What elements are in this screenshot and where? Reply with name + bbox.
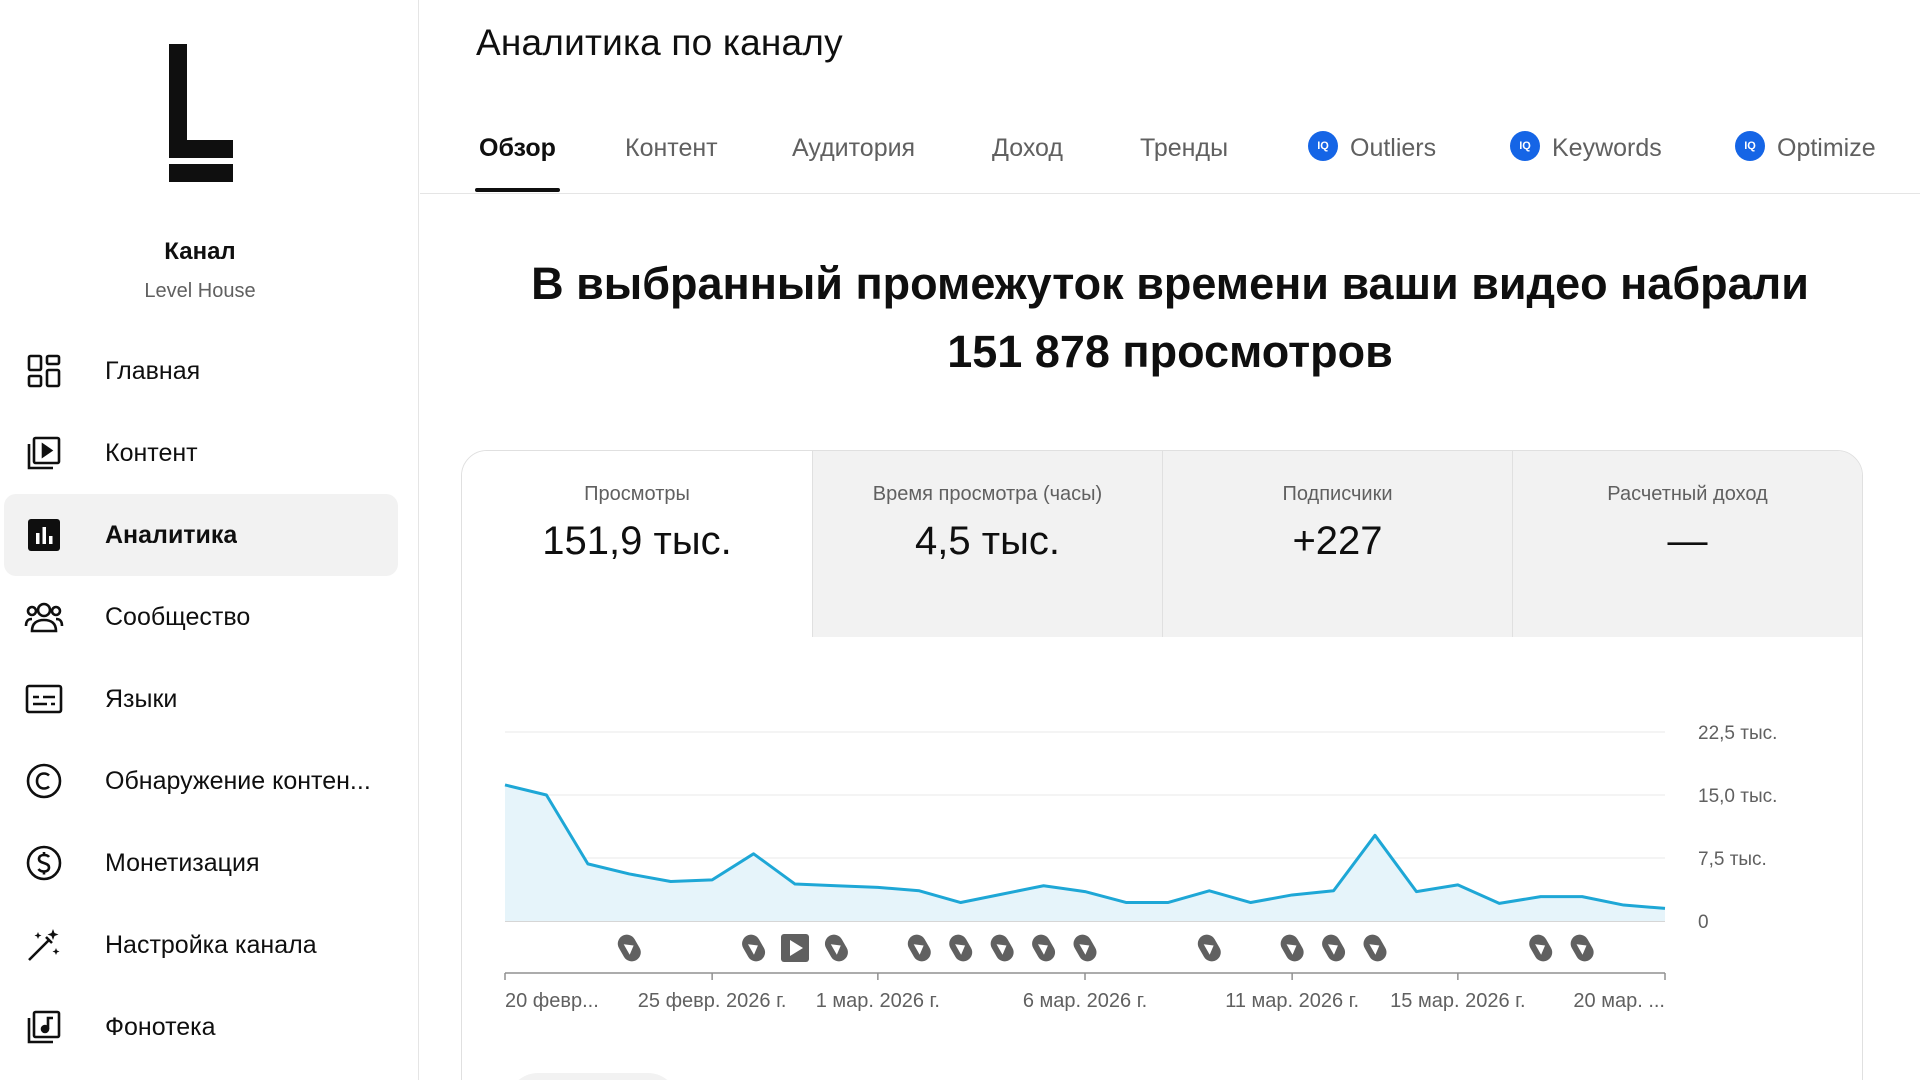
sidebar-item-label: Главная [105,356,201,385]
sidebar-item-monetization[interactable]: Монетизация [4,822,398,904]
x-tick-label: 15 мар. 2026 г. [1390,990,1525,1012]
metric-label: Расчетный доход [1607,483,1768,505]
analytics-icon [24,515,64,555]
dashboard-icon [24,351,64,391]
summary-headline: В выбранный промежуток времени ваши виде… [420,250,1920,386]
tab-outliers[interactable]: IQ Outliers [1308,131,1437,192]
summary-line-1: В выбранный промежуток времени ваши виде… [531,258,1809,309]
channel-title: Канал [164,238,236,265]
see-more-button[interactable] [508,1073,678,1080]
y-tick-label: 7,5 тыс. [1698,849,1767,870]
sidebar-item-label: Фонотека [105,1012,216,1041]
x-tick-label: 20 февр... [505,990,599,1012]
summary-line-2: 151 878 просмотров [947,326,1393,377]
play-icon [790,940,803,956]
channel-logo[interactable] [165,44,235,184]
series-area [505,784,1665,921]
series-line [504,783,1666,910]
tab-content[interactable]: Контент [625,134,718,192]
sidebar-item-analytics[interactable]: Аналитика [4,494,398,576]
customization-icon [24,925,64,965]
metric-value: 151,9 тыс. [542,519,732,563]
tab-audience[interactable]: Аудитория [792,134,915,192]
sidebar-item-label: Обнаружение контен... [105,766,371,795]
x-tick-label: 6 мар. 2026 г. [1023,990,1147,1012]
metric-label: Просмотры [584,483,690,505]
tab-bar: Обзор Контент Аудитория Доход Тренды IQ O… [420,120,1920,194]
shorts-icon [907,934,931,962]
sidebar-item-content[interactable]: Контент [4,412,398,494]
x-tick-label: 11 мар. 2026 г. [1225,990,1359,1012]
channel-name: Level House [144,280,256,302]
x-tick-label: 20 мар. ... [1573,990,1665,1012]
copyright-icon [24,761,64,801]
tab-label: Keywords [1552,134,1662,162]
y-tick-label: 0 [1698,912,1709,933]
shorts-icon [949,934,973,962]
tab-label: Аудитория [792,134,916,162]
shorts-icon [990,934,1014,962]
tab-revenue[interactable]: Доход [992,134,1063,192]
metric-tab-watch-time[interactable]: Время просмотра (часы) 4,5 тыс. [812,451,1162,637]
shorts-icon [1322,934,1346,962]
shorts-icon [1570,934,1594,962]
sidebar-nav: Главная Контент Аналитика [4,330,398,1068]
sidebar-item-content-detection[interactable]: Обнаружение контен... [4,740,398,822]
iq-badge-icon: IQ [1510,131,1540,162]
tab-label: Тренды [1140,134,1229,162]
audio-library-icon [24,1007,64,1047]
sidebar: Канал Level House Главная Контент [0,0,419,1080]
shorts-icon [1073,934,1097,962]
analytics-card: Просмотры 151,9 тыс. Время просмотра (ча… [461,450,1863,1080]
sidebar-item-customization[interactable]: Настройка канала [4,904,398,986]
tab-label: Доход [992,134,1063,162]
sidebar-item-audio-library[interactable]: Фонотека [4,986,398,1068]
metric-value: 4,5 тыс. [915,519,1060,563]
shorts-icon [1032,934,1056,962]
shorts-icon [1197,934,1221,962]
sidebar-item-dashboard[interactable]: Главная [4,330,398,412]
sidebar-item-label: Языки [105,684,178,713]
tab-overview[interactable]: Обзор [475,134,560,192]
tab-label: Outliers [1350,134,1437,162]
shorts-icon [617,934,641,962]
metric-tab-subscribers[interactable]: Подписчики +227 [1162,451,1512,637]
sidebar-item-label: Настройка канала [105,930,317,959]
sidebar-item-languages[interactable]: Языки [4,658,398,740]
sidebar-item-community[interactable]: Сообщество [4,576,398,658]
shorts-icon [1280,934,1304,962]
shorts-icon [824,934,848,962]
metric-value: +227 [1292,519,1383,563]
subtitles-icon [24,679,64,719]
sidebar-item-label: Контент [105,438,198,467]
shorts-icon [742,934,766,962]
page-title: Аналитика по каналу [476,22,843,63]
tab-keywords[interactable]: IQ Keywords [1510,131,1662,192]
metric-label: Время просмотра (часы) [872,483,1103,505]
tab-label: Контент [625,134,718,162]
sidebar-item-label: Аналитика [105,520,238,549]
y-tick-label: 15,0 тыс. [1698,786,1777,807]
x-tick-label: 25 февр. 2026 г. [638,990,787,1012]
x-tick-label: 1 мар. 2026 г. [816,990,940,1012]
tab-label: Optimize [1777,134,1876,162]
iq-badge-icon: IQ [1735,131,1765,162]
views-chart[interactable]: 0 7,5 тыс. 15,0 тыс. 22,5 тыс. 20 февр... 25 … [462,451,1863,1080]
tab-optimize[interactable]: IQ Optimize [1735,131,1876,192]
content-icon [24,433,64,473]
tab-label: Обзор [479,134,556,162]
metric-tab-revenue[interactable]: Расчетный доход — [1512,451,1862,637]
community-icon [24,597,64,637]
sidebar-item-label: Монетизация [105,848,260,877]
metric-value: — [1667,519,1708,563]
shorts-icon [1529,934,1553,962]
monetization-icon [24,843,64,883]
metric-tab-views[interactable]: Просмотры 151,9 тыс. [462,451,812,637]
tab-trends[interactable]: Тренды [1140,134,1228,192]
iq-badge-icon: IQ [1308,131,1338,162]
metric-label: Подписчики [1282,483,1393,505]
sidebar-item-label: Сообщество [105,602,251,631]
y-tick-label: 22,5 тыс. [1698,723,1777,744]
shorts-icon [1363,934,1387,962]
